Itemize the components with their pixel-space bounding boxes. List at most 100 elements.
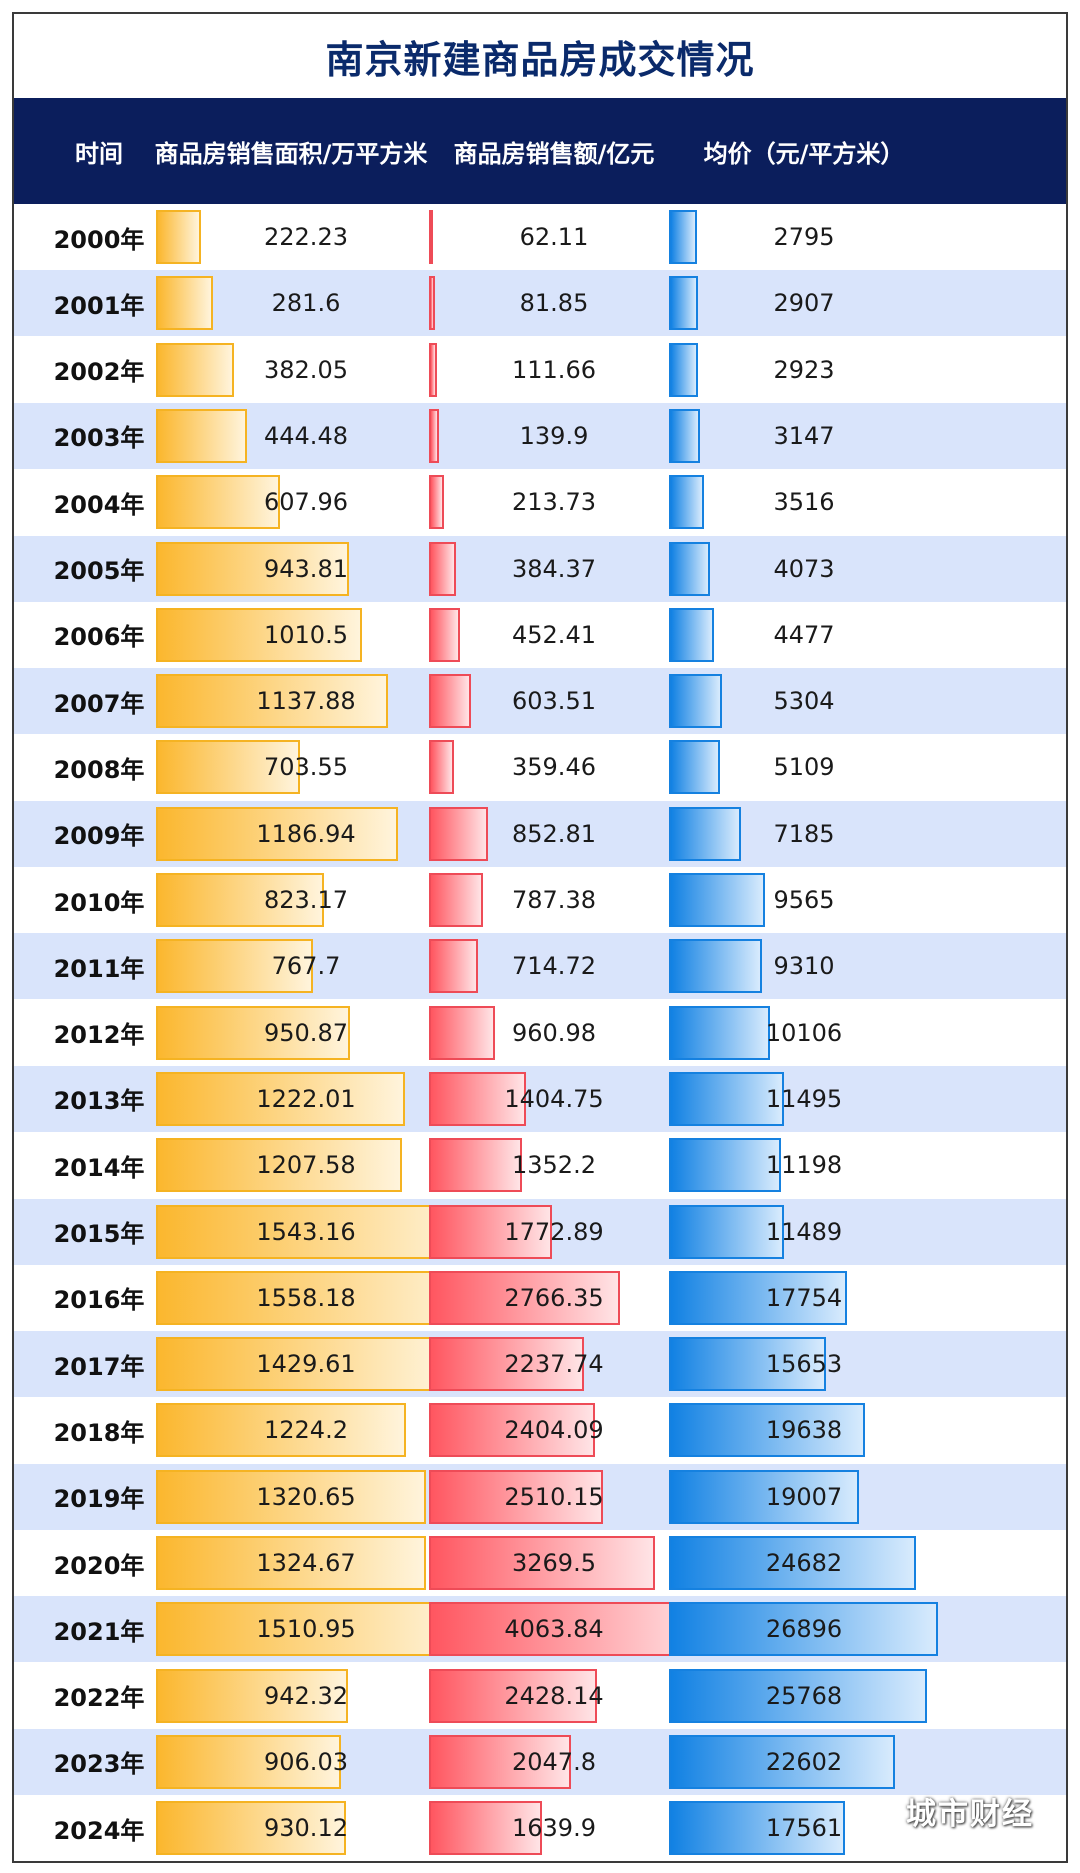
table-row: 2022年 942.32 2428.14 25768 [14,1663,1066,1729]
price-value-label: 11198 [765,1151,843,1180]
area-bar [156,1602,465,1657]
header-time: 时间 [75,139,123,168]
sales-value-label: 603.51 [512,687,596,716]
sales-bar [429,1469,603,1524]
table-row: 2000年 222.23 62.11 2795 [14,204,1066,270]
sales-value-label: 4063.84 [504,1615,604,1644]
area-bar [156,342,234,397]
table-row: 2015年 1543.16 1772.89 11489 [14,1198,1066,1265]
price-value-label: 19638 [765,1416,843,1445]
area-value-label: 942.32 [264,1681,348,1710]
table-row: 2017年 1429.61 2237.74 15653 [14,1331,1066,1398]
chart-title: 南京新建商品房成交情况 [325,37,755,82]
price-value-label: 22602 [765,1747,843,1776]
sales-value-label: 2404.09 [504,1416,604,1445]
table-row: 2020年 1324.67 3269.5 24682 [14,1530,1066,1596]
area-bar [156,1005,351,1060]
year-label: 2017年 [53,1352,145,1381]
sales-bar [429,276,435,331]
sales-value-label: 213.73 [512,488,596,517]
table-row: 2005年 943.81 384.37 4073 [14,535,1066,602]
year-label: 2011年 [53,954,145,983]
sales-bar [429,1602,710,1657]
area-bar [156,740,300,795]
table-row: 2011年 767.7 714.72 9310 [14,933,1066,1000]
area-bar [156,210,202,264]
sales-bar [429,1337,584,1392]
sales-bar [429,342,437,397]
sales-value-label: 2510.15 [504,1482,604,1511]
sales-value-label: 852.81 [512,819,596,848]
year-label: 2004年 [53,490,145,519]
sales-bar [429,1403,596,1458]
price-bar [669,276,699,331]
area-bar [156,1734,341,1789]
year-label: 2024年 [53,1816,145,1845]
sales-value-label: 3269.5 [512,1549,596,1577]
area-value-label: 1510.95 [256,1615,356,1644]
price-value-label: 19007 [765,1482,843,1511]
area-bar [156,541,349,596]
price-value-label: 5109 [773,753,835,782]
area-value-label: 1137.88 [256,687,356,716]
area-bar [156,1403,406,1458]
price-value-label: 24682 [765,1549,843,1577]
price-value-label: 25768 [765,1681,843,1710]
area-value-label: 1207.58 [256,1151,356,1180]
area-bar [156,873,324,927]
sales-value-label: 2047.8 [512,1747,596,1776]
sales-value-label: 960.98 [512,1018,596,1047]
sales-value-label: 1404.75 [504,1084,604,1113]
year-label: 2002年 [53,358,145,387]
table-row: 2013年 1222.01 1404.75 11495 [14,1065,1066,1132]
area-value-label: 281.6 [271,289,341,318]
price-value-label: 11489 [765,1217,843,1246]
sales-value-label: 62.11 [519,223,589,251]
area-bar [156,1270,474,1325]
price-value-label: 3147 [773,421,835,450]
table-row: 2009年 1186.94 852.81 7185 [14,800,1066,867]
table-row: 2004年 607.96 213.73 3516 [14,469,1066,535]
sales-bar [429,1801,543,1856]
area-value-label: 1010.5 [264,620,348,649]
sales-bar [429,1734,571,1789]
area-value-label: 1324.67 [256,1549,356,1577]
header-area: 商品房销售面积/万平方米 [154,139,428,168]
year-label: 2005年 [53,557,145,585]
price-bar [669,1138,781,1193]
sales-value-label: 384.37 [512,554,596,583]
year-label: 2007年 [53,689,145,718]
price-bar [669,1403,866,1458]
area-value-label: 950.87 [264,1018,348,1047]
area-bar [156,408,247,463]
price-value-label: 9565 [773,886,835,914]
price-value-label: 17754 [765,1283,843,1312]
header-sales: 商品房销售额/亿元 [453,139,655,168]
sales-bar [429,740,454,795]
sales-bar [429,1668,597,1723]
area-bar [156,1138,403,1193]
price-bar [669,1005,771,1060]
header-price: 均价（元/平方米） [703,139,905,168]
sales-value-label: 359.46 [512,753,596,782]
area-bar [156,939,313,994]
table-row: 2008年 703.55 359.46 5109 [14,734,1066,800]
area-value-label: 906.03 [264,1747,348,1776]
area-bar [156,1204,471,1259]
year-label: 2006年 [53,623,145,652]
table-row: 2007年 1137.88 603.51 5304 [14,668,1066,735]
area-bar [156,674,389,729]
year-label: 2023年 [53,1750,145,1779]
year-label: 2003年 [53,424,145,453]
sales-value-label: 1352.2 [512,1151,596,1180]
table-row: 2023年 906.03 2047.8 22602 [14,1728,1066,1795]
price-bar [669,408,701,463]
sales-bar [429,939,479,994]
table-row: 2024年 930.12 1639.9 17561 [14,1795,1066,1861]
price-bar [669,1270,847,1325]
sales-bar [429,1138,523,1193]
watermark: 城市财经 [906,1797,1034,1832]
price-value-label: 2907 [773,289,835,318]
price-value-label: 2795 [773,223,835,251]
sales-bar [429,806,488,861]
